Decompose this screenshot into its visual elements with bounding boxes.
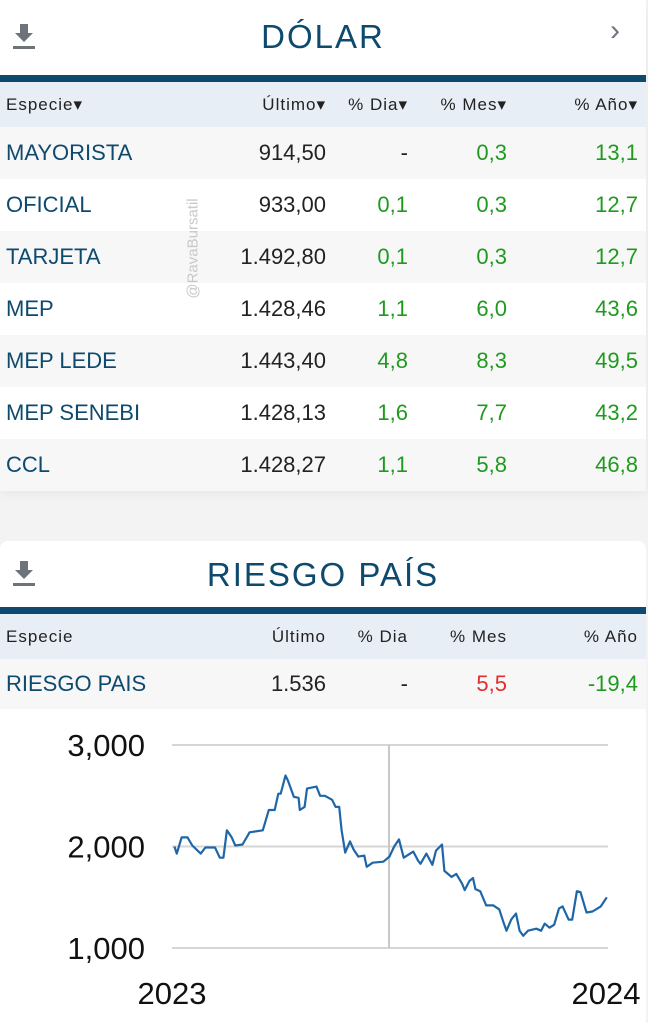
riesgo-header: RIESGO PAÍS: [0, 541, 646, 607]
ano: 46,8: [595, 452, 638, 477]
mes: 5,8: [476, 452, 507, 477]
col-dia: % Dia: [357, 626, 408, 646]
ano: 49,5: [595, 348, 638, 373]
col-dia[interactable]: % Dia▾: [348, 94, 408, 114]
ultimo: 914,50: [258, 140, 326, 165]
y-tick-label: 3,000: [67, 728, 145, 763]
mes: 8,3: [476, 348, 507, 373]
ano: 12,7: [595, 244, 638, 269]
ultimo: 933,00: [258, 192, 326, 217]
dia: 4,8: [377, 348, 408, 373]
x-tick-label: 2024: [572, 976, 641, 1011]
especie[interactable]: MEP LEDE: [6, 348, 117, 373]
dia: 0,1: [377, 192, 408, 217]
table-row[interactable]: CCL 1.428,27 1,1 5,8 46,8: [0, 439, 646, 491]
table-row[interactable]: MAYORISTA 914,50 - 0,3 13,1: [0, 127, 646, 179]
especie[interactable]: MEP SENEBI: [6, 400, 141, 425]
series-line: [173, 774, 608, 937]
table-row[interactable]: MEP 1.428,46 1,1 6,0 43,6: [0, 283, 646, 335]
riesgo-title: RIESGO PAÍS: [206, 556, 440, 593]
ano: 13,1: [595, 140, 638, 165]
dolar-header: DÓLAR ›: [0, 0, 646, 75]
dia: 0,1: [377, 244, 408, 269]
ano: 43,6: [595, 296, 638, 321]
table-row[interactable]: MEP LEDE 1.443,40 4,8 8,3 49,5: [0, 335, 646, 387]
ano: -19,4: [587, 671, 638, 696]
especie[interactable]: MAYORISTA: [6, 140, 133, 165]
table-row[interactable]: TARJETA 1.492,80 0,1 0,3 12,7: [0, 231, 646, 283]
especie[interactable]: OFICIAL: [6, 192, 92, 217]
dia: 1,1: [377, 296, 408, 321]
dolar-title: DÓLAR: [261, 18, 385, 55]
table-row[interactable]: RIESGO PAIS 1.536 - 5,5 -19,4: [0, 659, 646, 709]
col-especie: Especie: [6, 626, 74, 646]
download-icon[interactable]: [12, 559, 36, 587]
dolar-table-body: MAYORISTA 914,50 - 0,3 13,1 OFICIAL 933,00 0,1 0…: [0, 127, 646, 491]
ultimo: 1.492,80: [240, 244, 326, 269]
especie[interactable]: RIESGO PAIS: [6, 671, 147, 696]
ultimo: 1.443,40: [240, 348, 326, 373]
especie[interactable]: TARJETA: [6, 244, 101, 269]
mes: 7,7: [476, 400, 507, 425]
table-row[interactable]: OFICIAL 933,00 0,1 0,3 12,7: [0, 179, 646, 231]
especie[interactable]: CCL: [6, 452, 51, 477]
table-header: Especie▾ Último▾ % Dia▾ % Mes▾ % Año▾: [0, 82, 646, 127]
col-ultimo: Último: [271, 626, 326, 646]
x-tick-label: 2023: [138, 976, 207, 1011]
watermark: @RavaBursatil: [184, 198, 202, 299]
dolar-card: DÓLAR › Especie▾ Último▾ % Dia▾ % Mes▾ %…: [0, 0, 646, 491]
col-especie[interactable]: Especie▾: [6, 94, 84, 114]
riesgo-chart: 3,000 2,000 1,000 2023 2024: [67, 728, 641, 1011]
ultimo: 1.428,27: [240, 452, 326, 477]
col-ano[interactable]: % Año▾: [574, 94, 638, 114]
ano: 43,2: [595, 400, 638, 425]
ultimo: 1.536: [270, 671, 326, 696]
especie[interactable]: MEP: [6, 296, 54, 321]
y-tick-label: 2,000: [67, 830, 145, 865]
ultimo: 1.428,46: [240, 296, 326, 321]
ano: 12,7: [595, 192, 638, 217]
title-divider: [0, 75, 646, 82]
table-header: Especie Último % Dia % Mes % Año: [0, 614, 646, 659]
dia: -: [400, 140, 408, 165]
mes: 0,3: [476, 140, 507, 165]
mes: 5,5: [476, 671, 507, 696]
mes: 6,0: [476, 296, 507, 321]
y-tick-label: 1,000: [67, 931, 145, 966]
riesgo-card: RIESGO PAÍS Especie Último % Dia % Mes %…: [0, 541, 646, 1023]
col-mes[interactable]: % Mes▾: [440, 94, 507, 114]
mes: 0,3: [476, 192, 507, 217]
download-icon[interactable]: [12, 22, 36, 50]
col-ano: % Año: [583, 626, 638, 646]
ultimo: 1.428,13: [240, 400, 326, 425]
dia: 1,1: [377, 452, 408, 477]
col-mes: % Mes: [450, 626, 507, 646]
table-row[interactable]: MEP SENEBI 1.428,13 1,6 7,7 43,2: [0, 387, 646, 439]
col-ultimo[interactable]: Último▾: [262, 94, 326, 114]
dia: 1,6: [377, 400, 408, 425]
mes: 0,3: [476, 244, 507, 269]
title-divider: [0, 607, 646, 614]
chevron-right-icon[interactable]: ›: [610, 14, 620, 47]
dia: -: [400, 671, 408, 696]
